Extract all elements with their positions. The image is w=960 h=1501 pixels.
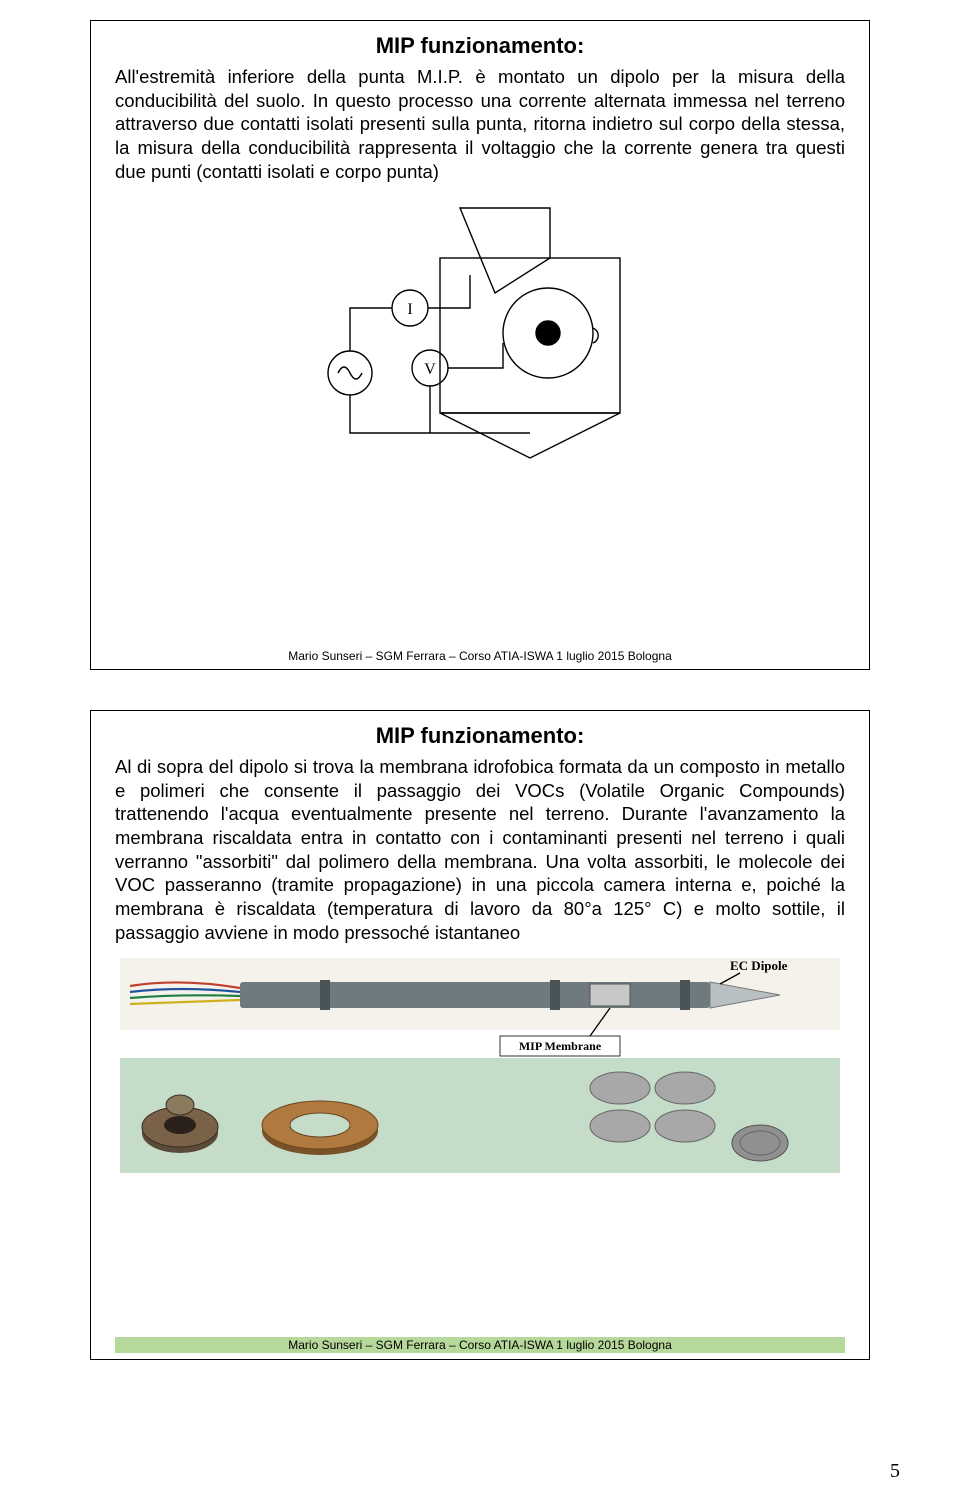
slide-1-title: MIP funzionamento: [115,33,845,59]
slide-2: MIP funzionamento: Al di sopra del dipol… [90,710,870,1360]
page: MIP funzionamento: All'estremità inferio… [0,0,960,1501]
probe-svg: EC Dipole MIP Membrane [120,958,840,1178]
voltmeter-label: V [424,361,436,378]
circuit-svg: I V [320,203,640,463]
ammeter-label: I [407,301,412,318]
circuit-diagram: I V [115,203,845,468]
page-number: 5 [890,1460,900,1483]
slide-2-footer: Mario Sunseri – SGM Ferrara – Corso ATIA… [115,1337,845,1353]
slide-1-body: All'estremità inferiore della punta M.I.… [115,65,845,183]
slide-1-footer: Mario Sunseri – SGM Ferrara – Corso ATIA… [91,649,869,663]
slide-2-body: Al di sopra del dipolo si trova la membr… [115,755,845,944]
probe-photo: EC Dipole MIP Membrane [115,958,845,1183]
mip-membrane-label: MIP Membrane [519,1039,602,1053]
slide-1: MIP funzionamento: All'estremità inferio… [90,20,870,670]
slide-2-title: MIP funzionamento: [115,723,845,749]
ec-dipole-label: EC Dipole [730,958,788,973]
